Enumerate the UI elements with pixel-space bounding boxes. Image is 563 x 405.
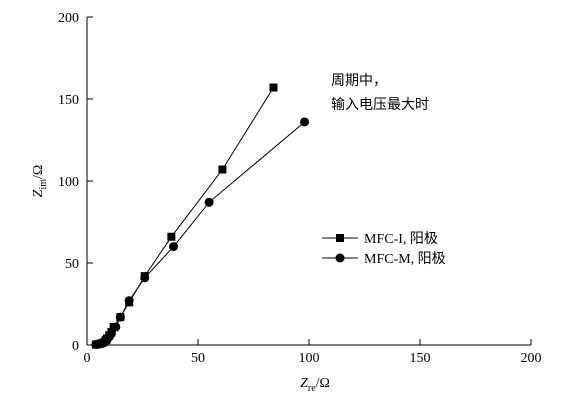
data-point [124, 296, 134, 306]
data-point [140, 273, 150, 283]
x-tick-label: 200 [521, 351, 542, 366]
legend-label: MFC-M, 阳极 [364, 251, 446, 267]
x-tick-label: 0 [84, 351, 91, 366]
data-point [111, 322, 121, 332]
data-point [204, 197, 214, 207]
legend-entry: MFC-I, 阳极 [322, 231, 438, 247]
y-ticks: 0 50 100 150 200 [58, 11, 93, 354]
axes [86, 17, 531, 346]
data-point [269, 83, 278, 92]
x-tick-label: 150 [410, 351, 431, 366]
y-tick-label: 200 [58, 11, 79, 26]
annotation-line-2: 输入电压最大时 [331, 97, 429, 113]
data-point [169, 242, 179, 252]
x-ticks: 0 50 100 150 200 [84, 339, 542, 366]
series-line [95, 87, 274, 345]
data-point [106, 329, 116, 339]
legend-entry: MFC-M, 阳极 [322, 251, 446, 267]
x-tick-label: 50 [191, 351, 205, 366]
legend-marker [335, 253, 345, 263]
y-tick-label: 100 [58, 175, 79, 190]
y-tick-label: 50 [65, 257, 79, 272]
series-layer [91, 83, 310, 350]
data-point [167, 232, 176, 241]
x-axis-label: Zre/Ω [300, 376, 330, 394]
legend-label: MFC-I, 阳极 [364, 231, 438, 247]
series-1 [91, 83, 278, 349]
y-tick-label: 0 [72, 339, 79, 354]
data-point [115, 312, 125, 322]
series-line [95, 121, 305, 345]
data-point [218, 165, 227, 174]
annotation: 周期中， 输入电压最大时 [331, 73, 429, 113]
legend: MFC-I, 阳极 MFC-M, 阳极 [322, 231, 446, 267]
x-tick-label: 100 [299, 351, 320, 366]
y-axis-label: Zim/Ω [31, 165, 49, 198]
y-tick-label: 150 [58, 93, 79, 108]
data-point [300, 117, 310, 127]
annotation-line-1: 周期中， [331, 73, 387, 89]
series-2 [91, 117, 310, 350]
legend-marker [336, 234, 344, 242]
